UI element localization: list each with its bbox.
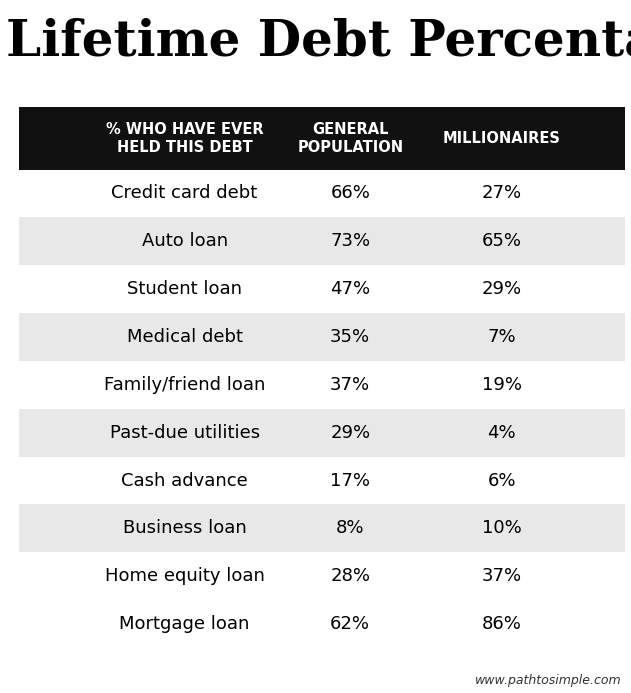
Bar bbox=[19, 361, 625, 409]
Text: Student loan: Student loan bbox=[127, 280, 242, 298]
Text: 65%: 65% bbox=[481, 232, 522, 250]
Text: % WHO HAVE EVER
HELD THIS DEBT: % WHO HAVE EVER HELD THIS DEBT bbox=[106, 122, 263, 155]
Text: 6%: 6% bbox=[487, 471, 516, 489]
Text: Medical debt: Medical debt bbox=[127, 328, 242, 346]
Text: 29%: 29% bbox=[481, 280, 522, 298]
Text: www.pathtosimple.com: www.pathtosimple.com bbox=[475, 674, 622, 687]
Text: 37%: 37% bbox=[481, 567, 522, 585]
Bar bbox=[19, 218, 625, 265]
Text: Lifetime Debt Percentages: Lifetime Debt Percentages bbox=[6, 17, 631, 67]
Text: 86%: 86% bbox=[481, 615, 522, 633]
Text: MILLIONAIRES: MILLIONAIRES bbox=[443, 131, 560, 146]
Bar bbox=[19, 505, 625, 552]
Bar bbox=[19, 552, 625, 600]
Text: 19%: 19% bbox=[481, 376, 522, 394]
Text: 8%: 8% bbox=[336, 519, 365, 537]
Text: 66%: 66% bbox=[330, 184, 370, 202]
Text: 17%: 17% bbox=[330, 471, 370, 489]
Text: 37%: 37% bbox=[330, 376, 370, 394]
Text: GENERAL
POPULATION: GENERAL POPULATION bbox=[297, 122, 403, 155]
Text: 4%: 4% bbox=[487, 423, 516, 441]
Text: 35%: 35% bbox=[330, 328, 370, 346]
Text: 28%: 28% bbox=[330, 567, 370, 585]
Bar bbox=[19, 600, 625, 648]
Bar bbox=[19, 265, 625, 313]
Text: 27%: 27% bbox=[481, 184, 522, 202]
Text: Credit card debt: Credit card debt bbox=[112, 184, 257, 202]
Text: Cash advance: Cash advance bbox=[121, 471, 248, 489]
Text: 62%: 62% bbox=[330, 615, 370, 633]
Bar bbox=[19, 409, 625, 457]
Text: 7%: 7% bbox=[487, 328, 516, 346]
Text: Family/friend loan: Family/friend loan bbox=[104, 376, 265, 394]
Text: Auto loan: Auto loan bbox=[141, 232, 228, 250]
Text: Business loan: Business loan bbox=[122, 519, 247, 537]
Bar bbox=[19, 457, 625, 505]
Text: 10%: 10% bbox=[482, 519, 521, 537]
Bar bbox=[19, 170, 625, 218]
Text: 73%: 73% bbox=[330, 232, 370, 250]
Text: 47%: 47% bbox=[330, 280, 370, 298]
Text: 29%: 29% bbox=[330, 423, 370, 441]
Bar bbox=[19, 107, 625, 170]
Text: Past-due utilities: Past-due utilities bbox=[110, 423, 259, 441]
Bar bbox=[19, 313, 625, 361]
Text: Mortgage loan: Mortgage loan bbox=[119, 615, 250, 633]
Text: Home equity loan: Home equity loan bbox=[105, 567, 264, 585]
